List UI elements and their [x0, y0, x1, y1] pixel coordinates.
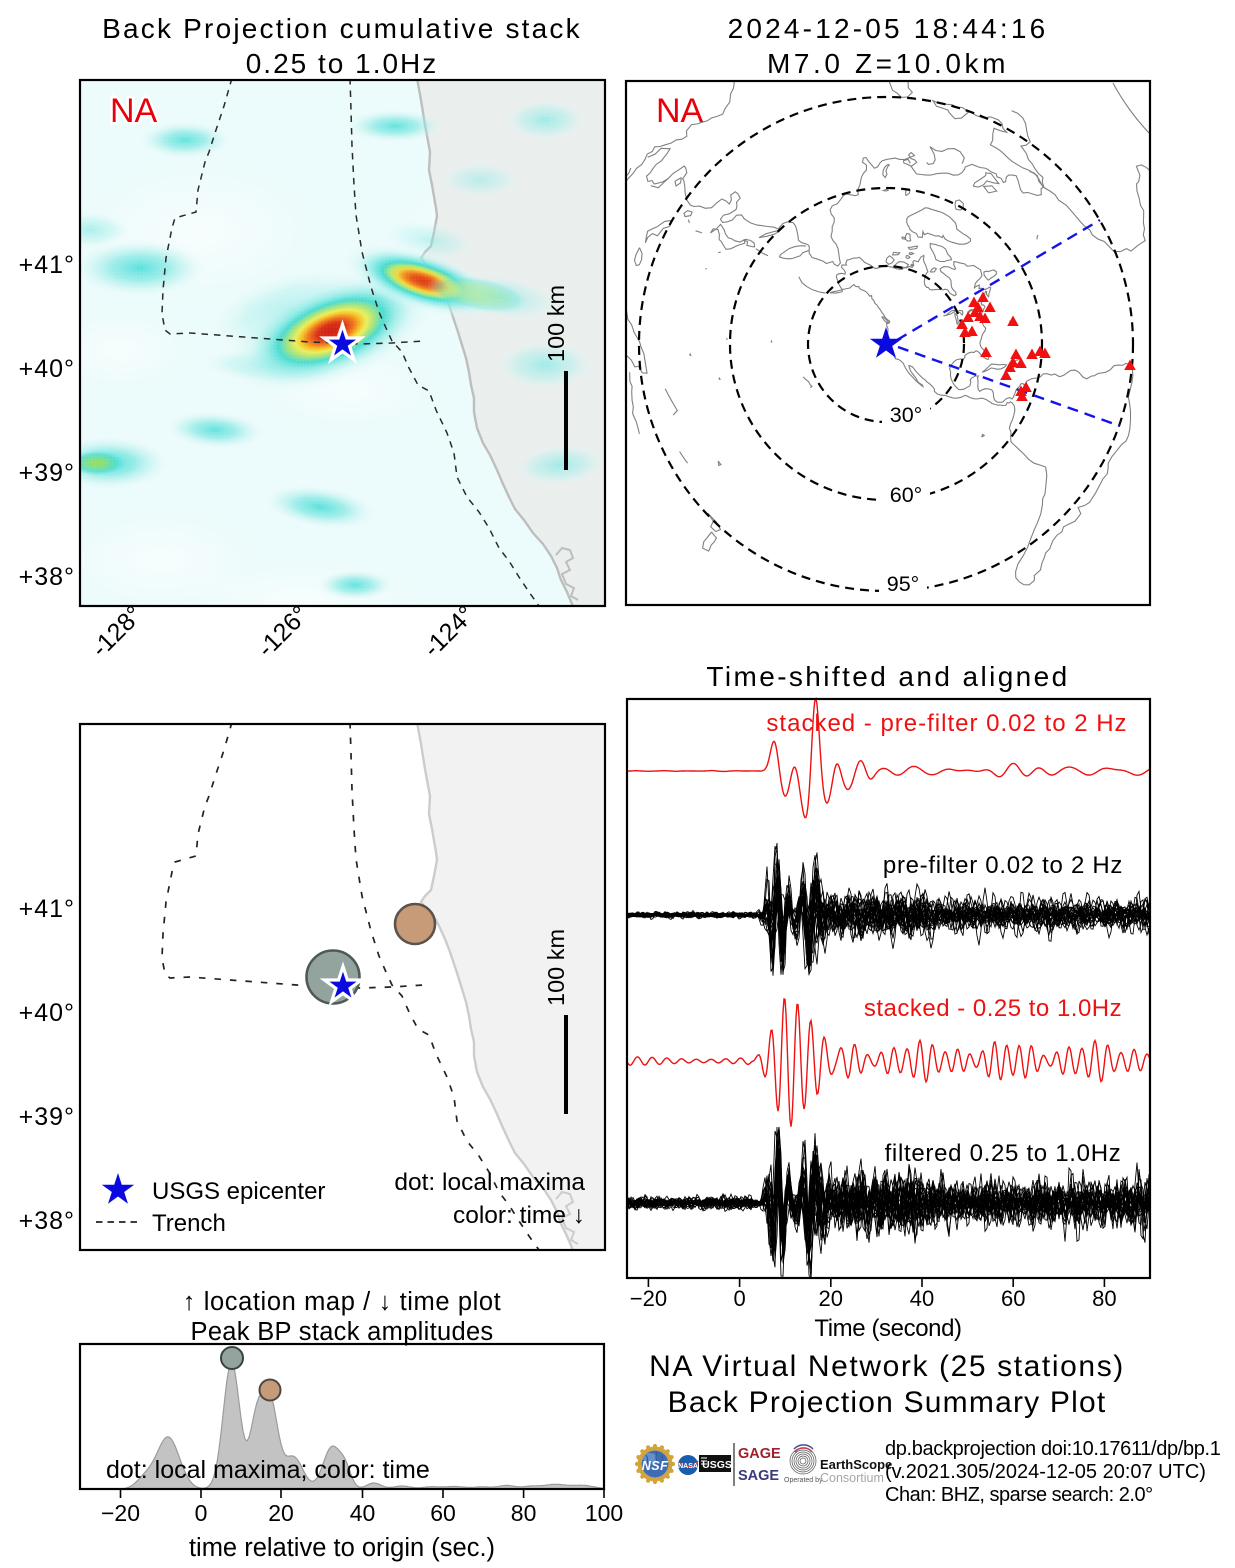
- svg-text:(v.2021.305/2024-12-05 20:07 U: (v.2021.305/2024-12-05 20:07 UTC): [885, 1461, 1206, 1483]
- svg-text:NA Virtual Network (25 station: NA Virtual Network (25 stations): [649, 1350, 1125, 1383]
- svg-text:+40°: +40°: [19, 355, 75, 383]
- svg-text:0: 0: [733, 1286, 745, 1311]
- svg-text:filtered 0.25 to 1.0Hz: filtered 0.25 to 1.0Hz: [885, 1140, 1122, 1167]
- svg-text:Back Projection cumulative sta: Back Projection cumulative stack: [102, 13, 582, 44]
- svg-text:80: 80: [1092, 1286, 1116, 1311]
- svg-text:↑ location map / ↓ time plot: ↑ location map / ↓ time plot: [183, 1288, 502, 1316]
- svg-text:Consortium: Consortium: [820, 1471, 884, 1485]
- svg-text:60°: 60°: [890, 483, 923, 507]
- svg-text:60: 60: [1001, 1286, 1025, 1311]
- svg-text:NA: NA: [110, 92, 158, 130]
- svg-text:dot: local maxima: dot: local maxima: [394, 1169, 585, 1196]
- svg-text:95°: 95°: [887, 572, 920, 596]
- svg-text:+40°: +40°: [19, 999, 75, 1027]
- svg-text:100: 100: [585, 1500, 623, 1526]
- svg-text:Operated by: Operated by: [784, 1477, 823, 1484]
- svg-text:100 km: 100 km: [543, 285, 569, 362]
- svg-text:20: 20: [268, 1500, 294, 1526]
- svg-text:0: 0: [195, 1500, 208, 1526]
- svg-text:dp.backprojection doi:10.17611: dp.backprojection doi:10.17611/dp/bp.1: [885, 1438, 1221, 1460]
- svg-text:+38°: +38°: [19, 563, 75, 591]
- svg-text:Back Projection Summary Plot: Back Projection Summary Plot: [668, 1386, 1107, 1419]
- svg-text:80: 80: [511, 1500, 537, 1526]
- svg-text:−20: −20: [630, 1286, 667, 1311]
- svg-text:+39°: +39°: [19, 459, 75, 487]
- svg-text:−20: −20: [101, 1500, 140, 1526]
- svg-text:+38°: +38°: [19, 1207, 75, 1235]
- svg-text:40: 40: [910, 1286, 934, 1311]
- svg-text:stacked - pre-filter 0.02 to 2: stacked - pre-filter 0.02 to 2 Hz: [766, 710, 1127, 737]
- svg-text:-124°: -124°: [418, 600, 480, 662]
- svg-text:40: 40: [350, 1500, 376, 1526]
- svg-text:Peak BP stack amplitudes: Peak BP stack amplitudes: [191, 1318, 494, 1346]
- svg-text:100 km: 100 km: [543, 929, 569, 1006]
- svg-text:Time-shifted and aligned: Time-shifted and aligned: [706, 661, 1069, 692]
- svg-text:SAGE: SAGE: [738, 1468, 779, 1484]
- svg-text:2024-12-05 18:44:16: 2024-12-05 18:44:16: [728, 13, 1049, 44]
- svg-text:EarthScope: EarthScope: [820, 1457, 892, 1472]
- svg-text:-126°: -126°: [252, 600, 314, 662]
- svg-text:0.25 to 1.0Hz: 0.25 to 1.0Hz: [246, 48, 439, 79]
- svg-text:Trench: Trench: [152, 1210, 226, 1237]
- svg-text:color: time ↓: color: time ↓: [453, 1202, 585, 1229]
- svg-text:time relative to origin (sec.): time relative to origin (sec.): [189, 1534, 495, 1562]
- svg-text:30°: 30°: [890, 403, 923, 427]
- svg-text:60: 60: [430, 1500, 456, 1526]
- svg-text:Time (second): Time (second): [814, 1315, 961, 1342]
- svg-text:GAGE: GAGE: [738, 1446, 781, 1462]
- svg-text:+41°: +41°: [19, 895, 75, 923]
- svg-text:+39°: +39°: [19, 1103, 75, 1131]
- svg-text:M7.0 Z=10.0km: M7.0 Z=10.0km: [767, 48, 1009, 79]
- svg-text:dot: local maxima; color: time: dot: local maxima; color: time: [106, 1456, 430, 1484]
- svg-text:+41°: +41°: [19, 251, 75, 279]
- svg-text:USGS: USGS: [702, 1459, 732, 1471]
- svg-text:Chan: BHZ, sparse search: 2.0°: Chan: BHZ, sparse search: 2.0°: [885, 1484, 1153, 1506]
- svg-text:NA: NA: [656, 92, 704, 130]
- svg-text:stacked - 0.25 to 1.0Hz: stacked - 0.25 to 1.0Hz: [864, 995, 1122, 1022]
- svg-text:-128°: -128°: [86, 600, 148, 662]
- svg-text:NSF: NSF: [642, 1459, 669, 1473]
- svg-text:NASA: NASA: [678, 1463, 698, 1470]
- svg-text:pre-filter 0.02 to 2 Hz: pre-filter 0.02 to 2 Hz: [883, 852, 1123, 879]
- svg-text:USGS epicenter: USGS epicenter: [152, 1178, 325, 1205]
- svg-text:20: 20: [819, 1286, 843, 1311]
